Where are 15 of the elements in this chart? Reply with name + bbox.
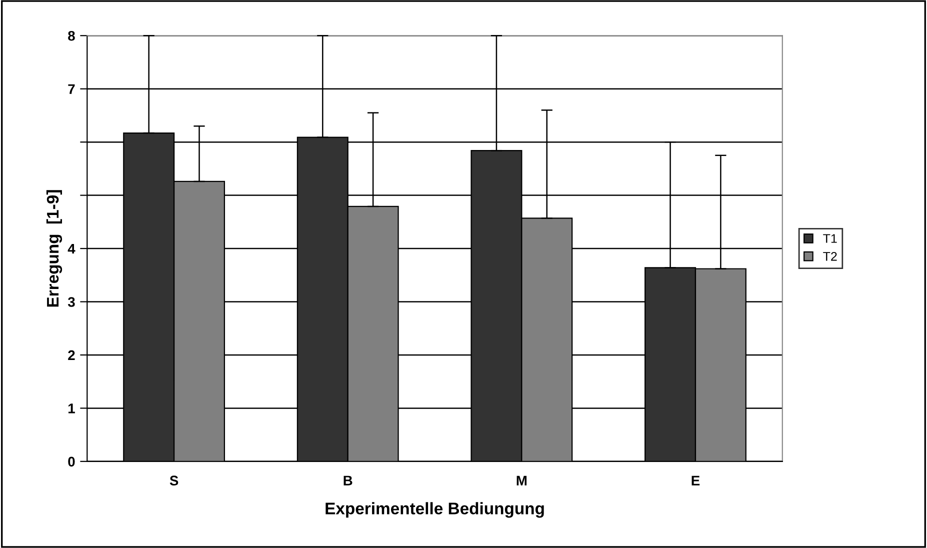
- y-tick-label: 0: [68, 456, 75, 467]
- x-tick-label: M: [516, 476, 527, 486]
- y-tick-label: 3: [68, 297, 75, 307]
- y-axis-title: Erregung [1-9]: [46, 190, 62, 307]
- y-tick-label: 1: [68, 404, 75, 414]
- x-tick-label: E: [692, 476, 700, 486]
- x-tick-label: B: [344, 476, 352, 486]
- y-tick-label: 2: [68, 350, 75, 360]
- y-tick-label: 4: [68, 244, 76, 254]
- y-tick-label: 7: [68, 84, 75, 94]
- legend-label: T1: [823, 234, 837, 243]
- x-tick-label: S: [170, 476, 178, 486]
- y-tick-label: 8: [68, 30, 75, 41]
- x-axis-title: Experimentelle Bediungung: [326, 502, 544, 518]
- legend-label: T2: [823, 252, 837, 261]
